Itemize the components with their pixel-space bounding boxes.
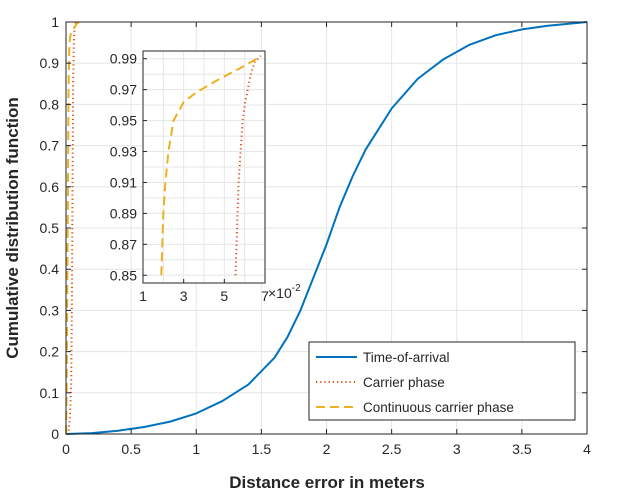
- main-y-tick-label: 0.1: [40, 385, 60, 401]
- inset-x-tick-label: 3: [180, 288, 188, 304]
- inset-y-tick-label: 0.91: [110, 174, 137, 190]
- inset-series-line-continuous-carrier-phase: [160, 54, 262, 276]
- main-ticks: [65, 21, 588, 435]
- inset-y-tick-label: 0.95: [110, 113, 137, 129]
- inset-x-tick-label: 1: [139, 288, 147, 304]
- series-line-carrier-phase: [65, 21, 78, 435]
- inset-x-multiplier-base: ×10: [268, 285, 292, 301]
- inset-y-tick-label: 0.99: [110, 51, 137, 67]
- inset-grid: [143, 51, 265, 283]
- legend-box: [308, 341, 576, 421]
- main-y-tick-label: 0.8: [40, 96, 60, 112]
- main-x-tick-label: 0.5: [121, 441, 141, 457]
- y-axis-label: Cumulative distribution function: [3, 97, 22, 359]
- inset-x-multiplier: ×10-2: [268, 283, 301, 301]
- legend-label-carrier-phase: Carrier phase: [363, 375, 445, 390]
- main-x-tick-label: 0: [62, 441, 70, 457]
- inset-y-tick-label: 0.89: [110, 205, 137, 221]
- inset-x-multiplier-exponent: -2: [292, 283, 301, 294]
- main-y-tick-label: 0.6: [40, 179, 60, 195]
- inset-ticks: [142, 58, 266, 283]
- inset-axes: 1 3 5 7 0.85 0.87 0.89 0.91 0.93 0.95 0.97 0.99 ×10…: [110, 50, 301, 304]
- main-y-tick-label: 0.3: [40, 302, 60, 318]
- legend-label-time-of-arrival: Time-of-arrival: [363, 350, 450, 365]
- main-y-tick-label: 0.9: [40, 55, 60, 71]
- x-axis-label: Distance error in meters: [229, 473, 425, 492]
- main-x-tick-label: 2.5: [382, 441, 402, 457]
- main-y-tick-label: 0.5: [40, 220, 60, 236]
- inset-series: [160, 54, 262, 276]
- main-y-tick-label: 0.4: [40, 261, 60, 277]
- inset-x-tick-label: 7: [261, 288, 269, 304]
- inset-tick-labels: 1 3 5 7 0.85 0.87 0.89 0.91 0.93 0.95 0.97 0.99: [110, 51, 269, 304]
- main-y-tick-label: 0: [51, 426, 59, 442]
- main-tick-labels: 0 0.5 1 1.5 2 2.5 3 3.5 4 0 0.1 0.2 0.3 0.4 0.5 0.6 0.7 0…: [40, 14, 592, 457]
- main-x-tick-label: 3.5: [512, 441, 532, 457]
- main-y-tick-label: 0.2: [40, 344, 60, 360]
- main-x-tick-label: 2: [323, 441, 331, 457]
- main-x-tick-label: 4: [583, 441, 591, 457]
- main-y-tick-label: 0.7: [40, 138, 60, 154]
- main-series: [65, 21, 588, 435]
- main-y-tick-label: 1: [51, 14, 59, 30]
- main-x-tick-label: 1: [192, 441, 200, 457]
- inset-y-tick-label: 0.93: [110, 144, 137, 160]
- series-line-continuous-carrier-phase: [65, 21, 80, 435]
- inset-y-tick-label: 0.87: [110, 236, 137, 252]
- series-line-time-of-arrival: [65, 21, 588, 435]
- inset-series-line-carrier-phase: [234, 54, 262, 276]
- inset-y-tick-label: 0.97: [110, 82, 137, 98]
- inset-x-tick-label: 5: [220, 288, 228, 304]
- legend-label-continuous-carrier-phase: Continuous carrier phase: [363, 400, 514, 415]
- legend: Time-of-arrival Carrier phase Continuous…: [308, 341, 576, 421]
- main-x-tick-label: 1.5: [252, 441, 272, 457]
- main-x-tick-label: 3: [453, 441, 461, 457]
- inset-y-tick-label: 0.85: [110, 267, 137, 283]
